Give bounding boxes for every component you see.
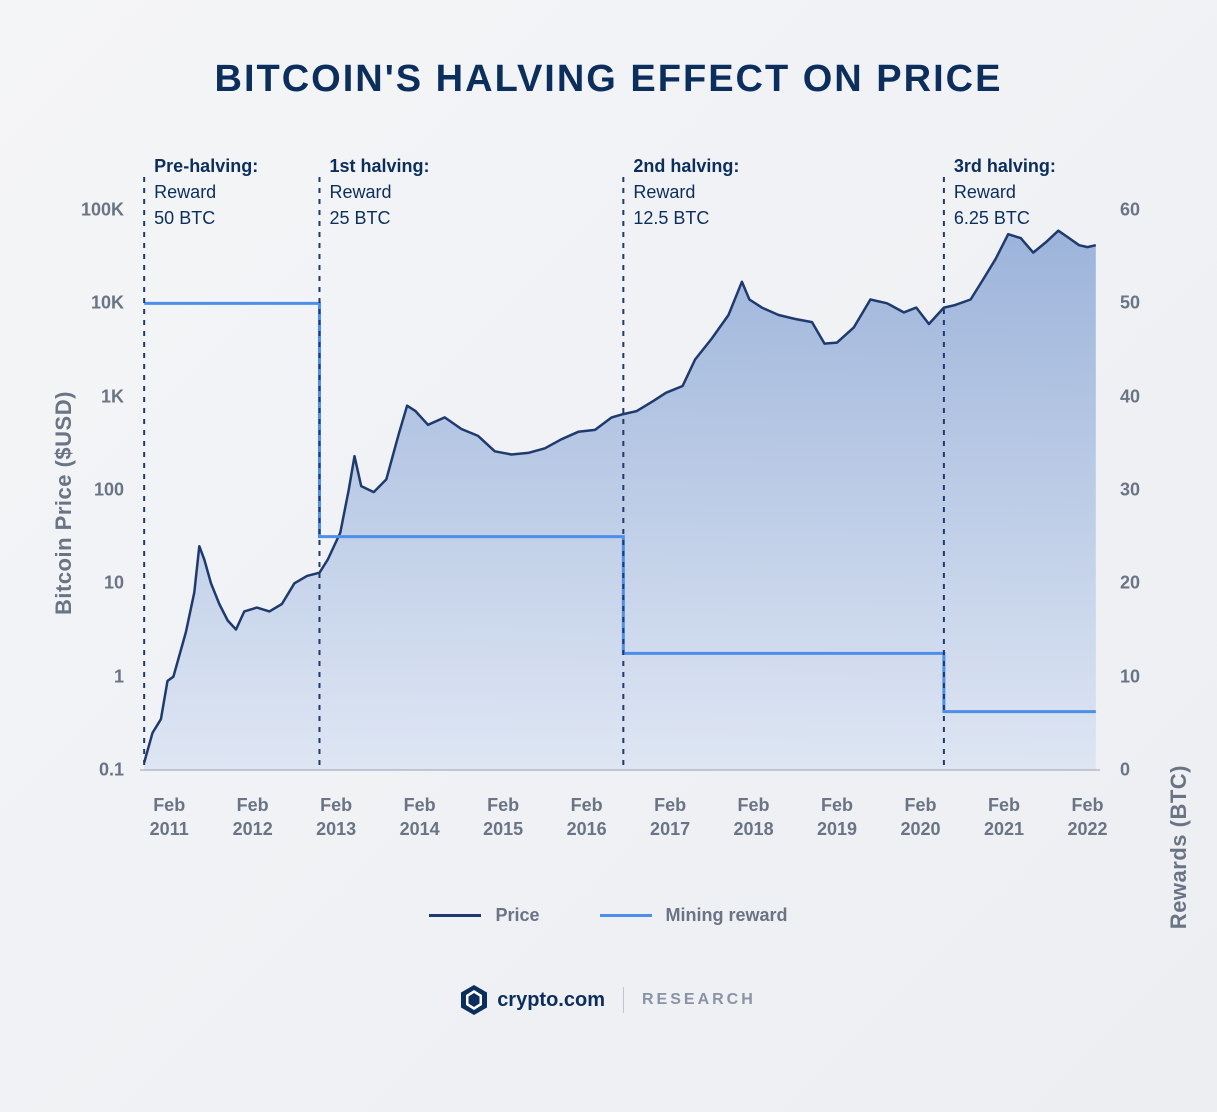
ytick-left: 1K (101, 386, 124, 407)
xtick: Feb2011 (150, 793, 189, 842)
y-axis-left-label: Bitcoin Price ($USD) (51, 391, 77, 615)
chart-title: BITCOIN'S HALVING EFFECT ON PRICE (0, 58, 1217, 101)
xtick: Feb2013 (316, 793, 356, 842)
xtick: Feb2019 (817, 793, 857, 842)
ytick-left: 1 (114, 666, 124, 687)
ytick-right: 60 (1120, 200, 1140, 221)
legend-label-reward: Mining reward (666, 905, 788, 926)
chart-svg (45, 175, 1172, 875)
brand-section: RESEARCH (642, 991, 756, 1009)
brand-footer: crypto.com RESEARCH (0, 985, 1217, 1015)
ytick-right: 30 (1120, 480, 1140, 501)
xtick: Feb2014 (400, 793, 440, 842)
halving-annotation: Pre-halving:Reward50 BTC (154, 153, 258, 231)
xtick: Feb2021 (984, 793, 1024, 842)
ytick-right: 20 (1120, 573, 1140, 594)
ytick-left: 10 (104, 573, 124, 594)
ytick-right: 10 (1120, 666, 1140, 687)
brand-logo: crypto.com (461, 985, 605, 1015)
legend-swatch-reward (600, 914, 652, 917)
xtick: Feb2016 (567, 793, 607, 842)
ytick-right: 0 (1120, 760, 1130, 781)
legend-item-reward: Mining reward (600, 905, 788, 926)
halving-annotation: 2nd halving:Reward12.5 BTC (633, 153, 739, 231)
ytick-left: 100K (81, 200, 124, 221)
ytick-left: 0.1 (99, 760, 124, 781)
halving-annotation: 1st halving:Reward25 BTC (329, 153, 429, 231)
legend-item-price: Price (429, 905, 539, 926)
ytick-right: 40 (1120, 386, 1140, 407)
xtick: Feb2022 (1067, 793, 1107, 842)
ytick-right: 50 (1120, 293, 1140, 314)
legend-swatch-price (429, 914, 481, 917)
legend: Price Mining reward (0, 905, 1217, 926)
ytick-left: 10K (91, 293, 124, 314)
xtick: Feb2018 (734, 793, 774, 842)
legend-label-price: Price (495, 905, 539, 926)
xtick: Feb2015 (483, 793, 523, 842)
ytick-left: 100 (94, 480, 124, 501)
brand-separator (623, 987, 624, 1013)
hex-icon (461, 985, 487, 1015)
chart-container: Bitcoin Price ($USD) Rewards (BTC) 0.111… (45, 175, 1172, 875)
brand-name: crypto.com (497, 989, 605, 1012)
xtick: Feb2017 (650, 793, 690, 842)
halving-annotation: 3rd halving:Reward6.25 BTC (954, 153, 1056, 231)
xtick: Feb2012 (233, 793, 273, 842)
xtick: Feb2020 (900, 793, 940, 842)
